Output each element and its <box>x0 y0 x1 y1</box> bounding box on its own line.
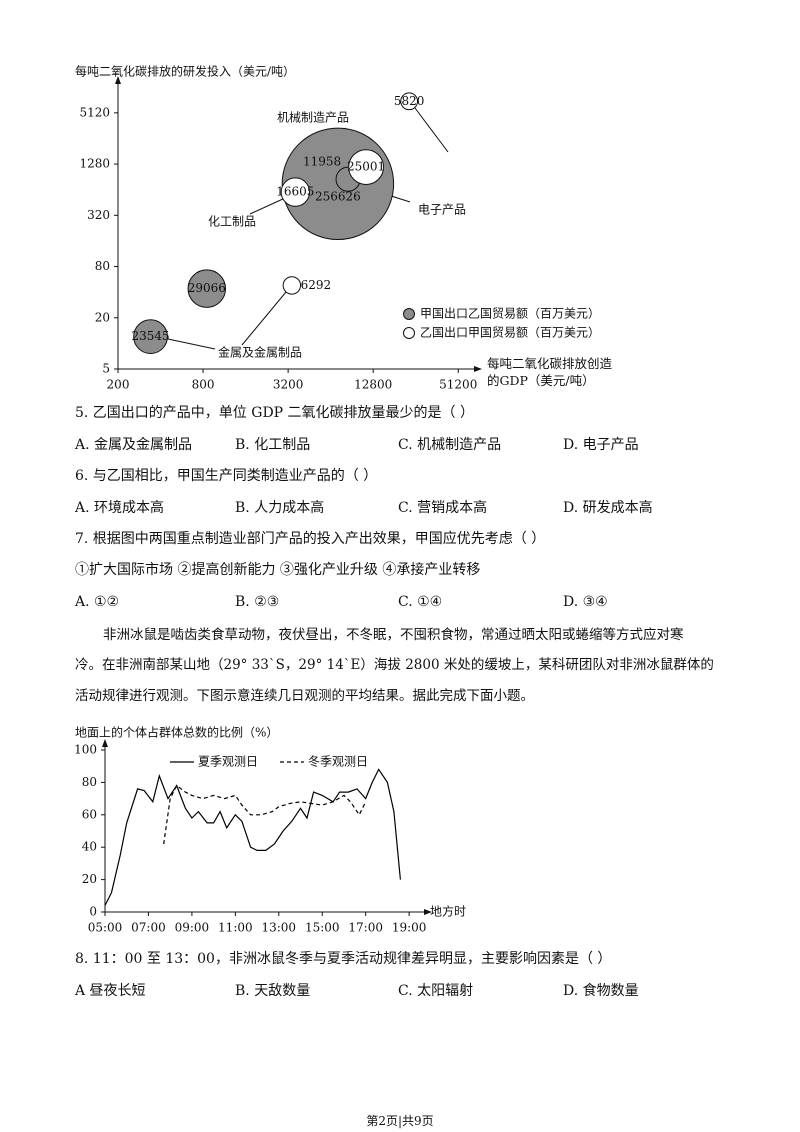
passage-line: 活动规律进行观测。下图示意连续几日观测的平均结果。据此完成下面小题。 <box>75 688 534 704</box>
bubble <box>348 149 384 185</box>
annotation: 化工制品 <box>208 215 256 229</box>
question: 7. 根据图中两国重点制造业部门产品的投入产出效果，甲国应优先考虑（ ） <box>75 531 546 547</box>
bubble-label: 6292 <box>301 278 332 292</box>
bubble-label: 16605 <box>276 185 314 199</box>
x-tick-label: 51200 <box>439 378 477 392</box>
x-axis-title: 地方时 <box>430 904 466 919</box>
bubble-label: 23545 <box>131 329 169 343</box>
bubble <box>133 319 168 355</box>
statements: ①扩大国际市场 ②提高创新能力 ③强化产业升级 ④承接产业转移 <box>75 562 481 578</box>
legend-label: 夏季观测日 <box>198 755 258 769</box>
option: C. 机械制造产品 <box>398 437 502 453</box>
x-tick-label: 12800 <box>354 378 392 392</box>
y-axis-title: 每吨二氧化碳排放的研发投入（美元/吨） <box>75 64 295 79</box>
x-tick-label: 05:00 <box>88 921 123 935</box>
option: D. ③④ <box>563 594 608 610</box>
x-tick-label: 07:00 <box>131 921 166 935</box>
option: C. 营销成本高 <box>398 500 488 516</box>
legend-label: 冬季观测日 <box>308 754 368 769</box>
option: B. 化工制品 <box>235 437 311 453</box>
y-tick-label: 1280 <box>79 157 110 171</box>
x-tick-label: 200 <box>107 378 130 392</box>
option: D. 研发成本高 <box>563 500 653 516</box>
x-axis-title: 每吨二氧化碳排放创造的GDP（美元/吨） <box>487 356 613 388</box>
annotation: 金属及金属制品 <box>218 345 302 360</box>
option: A. 环境成本高 <box>75 500 165 516</box>
question: 6. 与乙国相比，甲国生产同类制造业产品的（ ） <box>75 468 378 484</box>
bubble <box>400 92 419 111</box>
bubble <box>282 276 302 295</box>
x-arrow <box>424 909 432 915</box>
series-line <box>104 768 401 906</box>
leader-line <box>414 107 449 153</box>
y-tick-label: 60 <box>82 807 97 821</box>
x-tick-label: 15:00 <box>305 921 340 935</box>
x-tick-label: 800 <box>192 378 215 392</box>
bubble-label: 29066 <box>188 281 226 295</box>
bubble <box>187 269 227 308</box>
bubble-label: 256626 <box>315 189 361 203</box>
y-axis-title: 地面上的个体占群体总数的比例（%） <box>75 725 278 740</box>
x-arrow <box>474 366 482 372</box>
y-tick-label: 5 <box>102 362 110 376</box>
leader-line <box>167 338 216 350</box>
option: B. ②③ <box>235 594 280 610</box>
option: D. 食物数量 <box>563 983 639 999</box>
passage-line: 非洲冰鼠是啮齿类食草动物，夜伏昼出，不冬眠，不囤积食物，常通过晒太阳或蜷缩等方式… <box>103 627 684 643</box>
y-tick-label: 5120 <box>79 105 110 119</box>
y-tick-label: 0 <box>89 905 97 919</box>
y-arrow <box>102 739 108 747</box>
option: B. 天敌数量 <box>235 983 311 999</box>
x-tick-label: 17:00 <box>348 921 383 935</box>
annotation: 电子产品 <box>418 203 466 217</box>
option: A. 金属及金属制品 <box>75 437 193 453</box>
bubble-label: 11958 <box>303 155 341 169</box>
option: A 昼夜长短 <box>75 983 146 999</box>
question: 8. 11：00 至 13：00，非洲冰鼠冬季与夏季活动规律差异明显，主要影响因… <box>75 951 612 967</box>
y-tick-label: 320 <box>87 208 110 222</box>
option: C. 太阳辐射 <box>398 983 474 999</box>
x-tick-label: 13:00 <box>261 921 296 935</box>
footer: 第2页|共9页 <box>366 1114 434 1128</box>
bubble-label: 5820 <box>394 94 425 108</box>
y-tick-label: 80 <box>95 259 110 273</box>
legend-label: 甲国出口乙国贸易额（百万美元） <box>420 307 600 321</box>
x-tick-label: 09:00 <box>175 921 210 935</box>
legend-label: 乙国出口甲国贸易额（百万美元） <box>420 326 600 340</box>
y-tick-label: 20 <box>95 310 110 324</box>
legend-swatch <box>403 308 415 320</box>
legend-swatch <box>403 327 415 339</box>
option: B. 人力成本高 <box>235 500 325 516</box>
option: D. 电子产品 <box>563 437 639 453</box>
series-line <box>163 784 367 845</box>
x-tick-label: 19:00 <box>392 921 427 935</box>
option: C. ①④ <box>398 594 443 610</box>
option: A. ①② <box>75 594 120 610</box>
x-tick-label: 11:00 <box>218 921 253 935</box>
y-arrow <box>115 76 121 84</box>
bubble-label: 25001 <box>347 160 385 174</box>
y-tick-label: 80 <box>82 775 97 789</box>
annotation: 机械制造产品 <box>277 110 349 125</box>
bubble <box>280 177 311 207</box>
passage-line: 冷。在非洲南部某山地（29° 33`S，29° 14`E）海拔 2800 米处的… <box>75 657 714 673</box>
leader-line <box>249 197 286 215</box>
y-tick-label: 20 <box>82 872 97 886</box>
x-tick-label: 3200 <box>273 378 304 392</box>
y-tick-label: 100 <box>74 743 97 757</box>
question: 5. 乙国出口的产品中，单位 GDP 二氧化碳排放量最少的是（ ） <box>75 405 474 421</box>
leader-line <box>241 291 287 346</box>
y-tick-label: 40 <box>82 840 97 854</box>
